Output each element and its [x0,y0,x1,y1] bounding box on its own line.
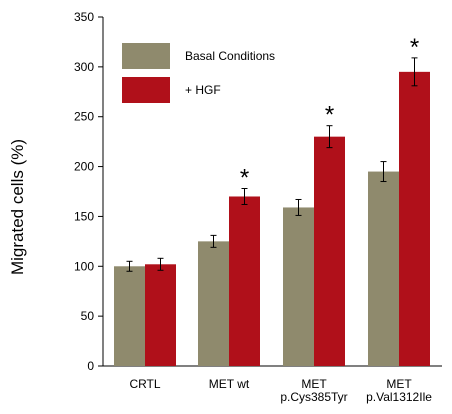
x-category-label: MET [386,377,412,391]
bars [114,57,430,366]
legend-swatch [122,43,170,69]
bar-hgf [229,196,260,366]
y-tick-label: 350 [74,10,94,24]
legend: Basal Conditions + HGF [122,43,275,103]
legend-swatch [122,77,170,103]
legend-label: + HGF [185,83,221,97]
x-category-label: MET [301,377,327,391]
bar-hgf [145,264,176,366]
bar-basal [368,171,399,366]
bar-basal [114,266,145,366]
x-category-label: MET wt [209,377,250,391]
x-category-label: p.Val1312Ile [366,390,432,404]
y-tick-label: 150 [74,209,94,223]
significance-marker: * [410,34,419,61]
y-tick-label: 50 [81,309,95,323]
bar-basal [283,207,314,366]
bar-hgf [314,136,345,366]
y-tick-label: 250 [74,110,94,124]
significance-marker: * [325,102,334,129]
y-tick-label: 0 [87,359,94,373]
legend-label: Basal Conditions [185,49,275,63]
x-category-label: CRTL [129,377,160,391]
y-tick-label: 100 [74,259,94,273]
y-tick-label: 200 [74,160,94,174]
bar-basal [198,241,229,366]
y-tick-label: 300 [74,60,94,74]
y-axis-label: Migrated cells (%) [8,139,27,275]
x-category-label: p.Cys385Tyr [280,390,347,404]
significance-marker: * [240,165,249,192]
bar-hgf [399,71,430,366]
